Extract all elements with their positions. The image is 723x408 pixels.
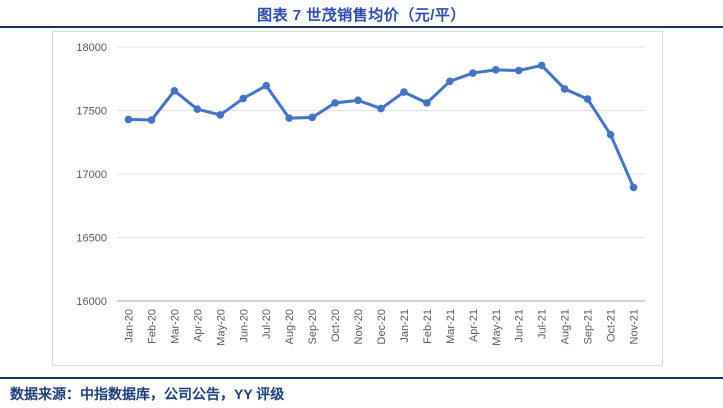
- x-tick-label: Mar-20: [169, 309, 181, 344]
- data-point-marker: [331, 99, 339, 107]
- x-tick-label: Aug-20: [284, 309, 296, 344]
- footer-rule: [0, 377, 723, 379]
- data-point-marker: [469, 69, 477, 77]
- x-tick-label: Sep-20: [307, 309, 319, 344]
- chart-area: 16000 16500 17000 17500 18000 Jan-20 Feb-20 Mar…: [52, 31, 663, 366]
- x-tick-label: Jun-20: [238, 309, 250, 343]
- x-tick-label: Nov-20: [353, 309, 365, 344]
- data-point-marker: [514, 66, 523, 75]
- data-point-marker: [629, 183, 638, 192]
- data-point-marker: [216, 111, 225, 119]
- data-point-marker: [606, 130, 615, 139]
- x-tick-label: Oct-20: [330, 309, 342, 342]
- data-point-marker: [560, 85, 569, 93]
- x-tick-label: May-20: [215, 309, 227, 346]
- data-point-marker: [285, 114, 293, 122]
- data-point-marker: [583, 95, 592, 103]
- x-tick-label: Jul-20: [261, 309, 273, 339]
- y-tick-label: 16500: [76, 233, 107, 245]
- y-tick-label: 16000: [76, 296, 107, 308]
- data-point-marker: [537, 61, 546, 70]
- x-tick-label: Jun-21: [514, 309, 526, 343]
- x-tick-label: Nov-21: [629, 309, 641, 344]
- x-tick-label: Aug-21: [560, 309, 572, 344]
- line-chart-svg: 16000 16500 17000 17500 18000 Jan-20 Feb-20 Mar…: [76, 42, 645, 346]
- x-tick-label: Jul-21: [537, 309, 549, 339]
- source-note: 数据来源：中指数据库，公司公告，YY 评级: [10, 386, 285, 402]
- x-tick-label: Dec-20: [376, 309, 388, 344]
- x-tick-label: Feb-21: [422, 309, 434, 344]
- data-point-marker: [239, 94, 248, 103]
- data-point-marker: [147, 116, 156, 124]
- data-point-marker: [446, 77, 454, 86]
- x-tick-label: May-21: [491, 309, 503, 346]
- x-tick-label: Jan-20: [123, 309, 135, 343]
- x-tick-label: Apr-21: [468, 309, 480, 342]
- data-point-marker: [400, 88, 408, 96]
- y-tick-label: 17000: [76, 169, 107, 181]
- x-tick-label: Jan-21: [399, 309, 411, 343]
- x-tick-label: Apr-20: [192, 309, 204, 342]
- figure-title: 图表 7 世茂销售均价（元/平）: [257, 7, 466, 24]
- data-point-marker: [491, 66, 500, 74]
- title-rule: [0, 26, 723, 28]
- y-tick-label: 17500: [76, 106, 107, 118]
- x-tick-label: Feb-20: [146, 309, 158, 344]
- x-tick-label: Sep-21: [583, 309, 595, 344]
- data-point-marker: [377, 104, 385, 113]
- data-point-marker: [124, 115, 133, 124]
- x-tick-label: Oct-21: [606, 309, 618, 342]
- series-line: [126, 63, 636, 189]
- x-tick-label: Mar-21: [445, 309, 457, 344]
- y-tick-label: 18000: [76, 42, 107, 54]
- data-point-marker: [354, 96, 362, 105]
- data-point-marker: [193, 105, 202, 114]
- data-point-marker: [308, 113, 316, 122]
- data-point-marker: [423, 99, 431, 107]
- data-point-marker: [170, 87, 179, 95]
- data-point-marker: [262, 81, 271, 90]
